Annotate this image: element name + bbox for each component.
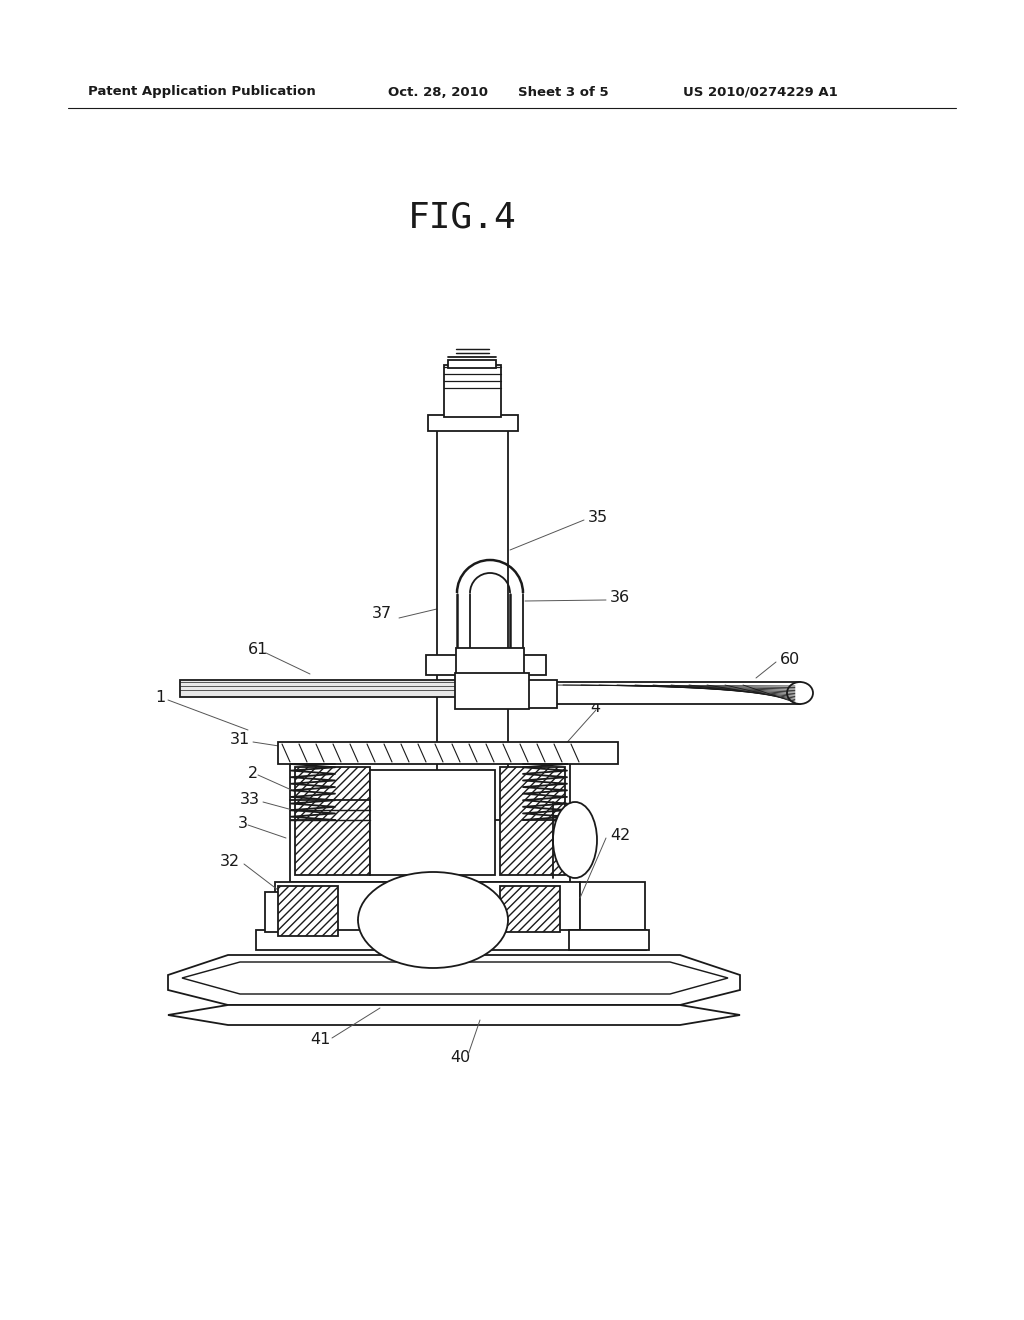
Bar	[456, 648, 524, 676]
Bar	[256, 931, 646, 950]
Text: US 2010/0274229 A1: US 2010/0274229 A1	[683, 86, 838, 99]
Text: Patent Application Publication: Patent Application Publication	[88, 86, 315, 99]
Text: 35: 35	[588, 511, 608, 525]
Text: Sheet 3 of 5: Sheet 3 of 5	[518, 86, 608, 99]
Text: 33: 33	[240, 792, 260, 808]
Bar	[265, 892, 285, 932]
Text: 41: 41	[310, 1032, 331, 1048]
Polygon shape	[182, 962, 728, 994]
Bar	[275, 882, 580, 940]
Bar	[295, 767, 370, 875]
Bar	[278, 886, 338, 936]
Bar	[569, 931, 649, 950]
Ellipse shape	[787, 682, 813, 704]
Bar	[540, 682, 800, 704]
Bar	[278, 742, 618, 764]
Bar	[449, 360, 496, 368]
Bar	[290, 762, 570, 882]
Bar	[444, 366, 501, 417]
Bar	[426, 655, 546, 675]
Text: 3: 3	[238, 816, 248, 830]
Text: 61: 61	[248, 643, 268, 657]
Bar	[500, 886, 560, 932]
Text: 1: 1	[155, 690, 165, 705]
Bar	[370, 770, 495, 875]
Text: 37: 37	[372, 606, 392, 622]
Bar	[437, 420, 508, 820]
Text: 40: 40	[450, 1051, 470, 1065]
Text: FIG.4: FIG.4	[408, 201, 516, 235]
Text: 36: 36	[610, 590, 630, 606]
Bar	[455, 673, 529, 709]
Text: 32: 32	[220, 854, 240, 870]
Ellipse shape	[358, 873, 508, 968]
Text: 60: 60	[780, 652, 800, 668]
Text: Oct. 28, 2010: Oct. 28, 2010	[388, 86, 488, 99]
Text: 4: 4	[590, 701, 600, 715]
Polygon shape	[168, 1005, 740, 1026]
Text: 2: 2	[248, 766, 258, 780]
Bar	[580, 882, 645, 932]
Ellipse shape	[553, 803, 597, 878]
Bar	[527, 680, 557, 708]
Bar	[428, 414, 518, 432]
Polygon shape	[168, 954, 740, 1005]
Text: 31: 31	[230, 733, 250, 747]
Text: 42: 42	[610, 829, 630, 843]
Bar	[180, 680, 460, 697]
Bar	[500, 767, 565, 875]
